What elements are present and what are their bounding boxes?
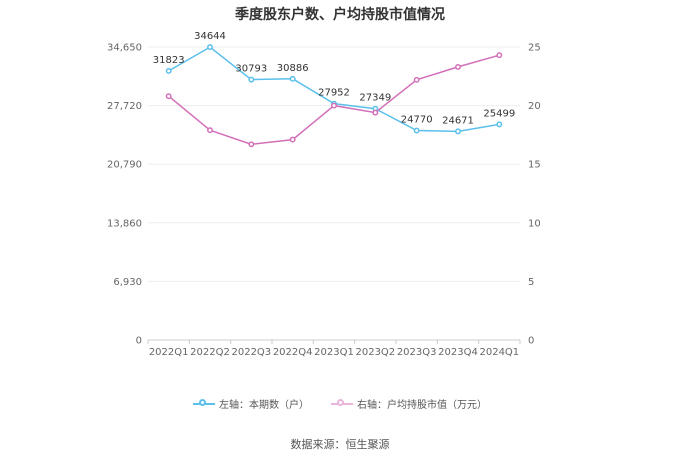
left-axis-ticks: 0 6,930 13,860 20,790 27,720 34,650 (107, 43, 142, 347)
data-point (496, 121, 503, 128)
legend-item-right[interactable]: 右轴：户均持股市值（万元） (331, 396, 487, 411)
data-label: 24770 (401, 115, 433, 126)
x-tick-label: 2022Q3 (231, 347, 271, 358)
left-tick-label: 6,930 (113, 277, 142, 288)
data-label: 30886 (277, 63, 309, 74)
left-tick-label: 0 (136, 336, 142, 347)
x-tick-label: 2022Q4 (273, 347, 313, 358)
data-point (289, 136, 296, 143)
x-tick-label: 2023Q2 (355, 347, 395, 358)
left-tick-label: 27,720 (107, 101, 142, 112)
legend-marker-right (331, 398, 353, 406)
legend-label-right: 右轴：户均持股市值（万元） (357, 400, 487, 411)
series-points (165, 44, 503, 148)
right-tick-label: 20 (528, 101, 541, 112)
legend-item-left[interactable]: 左轴：本期数（户） (193, 396, 309, 411)
data-point (207, 44, 213, 51)
data-point (165, 93, 172, 100)
legend-marker-left (193, 398, 215, 406)
data-label: 27349 (359, 93, 391, 104)
right-tick-label: 15 (528, 160, 541, 171)
data-label: 25499 (483, 108, 515, 119)
right-tick-label: 0 (528, 336, 534, 347)
x-tick-label: 2023Q3 (397, 347, 437, 358)
data-point (455, 63, 461, 70)
x-tick-label: 2022Q1 (149, 347, 189, 358)
data-label: 34644 (194, 31, 226, 42)
chart-title: 季度股东户数、户均持股市值情况 (235, 7, 445, 23)
data-label: 31823 (153, 55, 185, 66)
x-axis-ticks: 2022Q1 2022Q2 2022Q3 2022Q4 2023Q1 2023Q2 2023… (147, 340, 521, 358)
right-tick-label: 5 (528, 277, 534, 288)
right-tick-label: 25 (528, 43, 541, 54)
right-tick-label: 10 (528, 218, 541, 229)
data-point (207, 127, 213, 134)
legend: 左轴：本期数（户） 右轴：户均持股市值（万元） (0, 396, 680, 411)
x-tick-label: 2024Q1 (479, 347, 519, 358)
data-label: 27952 (318, 88, 350, 99)
data-point (331, 102, 337, 109)
left-tick-label: 20,790 (107, 160, 142, 171)
data-point (496, 52, 503, 59)
data-point (248, 76, 255, 83)
data-labels: 31823 34644 30793 30886 27952 27349 24770 24671… (153, 31, 515, 126)
data-label: 30793 (235, 64, 267, 75)
data-point (248, 141, 255, 148)
x-tick-label: 2023Q4 (438, 347, 478, 358)
left-tick-label: 34,650 (107, 43, 142, 54)
data-point (289, 75, 296, 82)
right-axis-ticks: 0 5 10 15 20 25 (528, 43, 541, 347)
left-tick-label: 13,860 (107, 218, 142, 229)
data-point (413, 127, 420, 134)
data-label: 24671 (442, 115, 474, 126)
data-point (372, 109, 379, 116)
data-point (165, 67, 172, 74)
legend-label-left: 左轴：本期数（户） (219, 400, 309, 411)
data-point (413, 76, 420, 83)
data-source: 数据来源：恒生聚源 (290, 438, 390, 451)
data-point (455, 128, 461, 135)
x-tick-label: 2022Q2 (190, 347, 230, 358)
x-tick-label: 2023Q1 (314, 347, 354, 358)
